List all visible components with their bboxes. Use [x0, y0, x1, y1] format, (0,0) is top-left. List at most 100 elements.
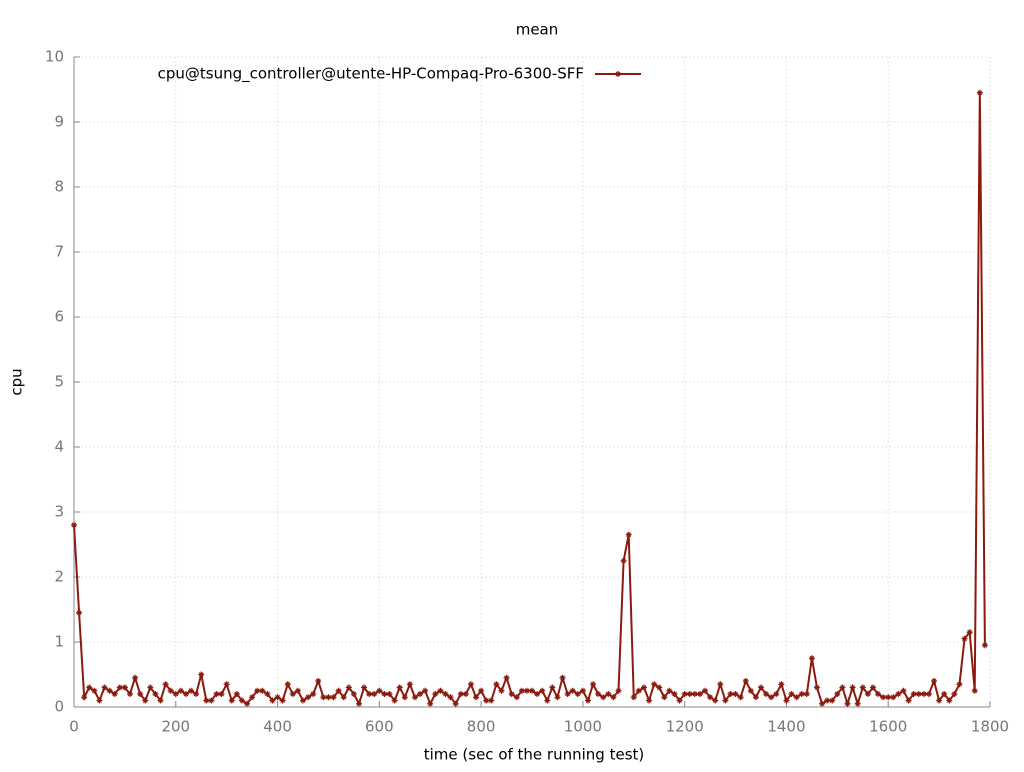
- data-point: [396, 684, 403, 691]
- y-tick-label: 0: [54, 698, 64, 716]
- x-tick-label: 400: [263, 718, 292, 736]
- x-axis-label: time (sec of the running test): [424, 746, 645, 764]
- data-point: [244, 700, 251, 707]
- legend-label: cpu@tsung_controller@utente-HP-Compaq-Pr…: [158, 65, 584, 84]
- data-point: [473, 694, 480, 701]
- data-point: [498, 687, 505, 694]
- y-tick-label: 9: [54, 113, 64, 131]
- data-point: [513, 694, 520, 701]
- data-point: [249, 694, 256, 701]
- data-point: [941, 691, 948, 697]
- data-point: [610, 694, 617, 701]
- data-point: [335, 687, 342, 694]
- data-point: [126, 691, 133, 697]
- data-point: [116, 684, 123, 691]
- data-point: [284, 681, 291, 688]
- data-point: [778, 681, 785, 688]
- data-point: [595, 691, 602, 697]
- data-point: [600, 694, 607, 701]
- data-point: [462, 691, 469, 697]
- data-point: [213, 691, 220, 697]
- data-point: [890, 694, 897, 701]
- data-point: [717, 681, 724, 688]
- data-point: [635, 687, 642, 694]
- data-point: [401, 694, 408, 701]
- data-point: [391, 697, 398, 704]
- data-point: [294, 687, 301, 694]
- data-point: [936, 697, 943, 704]
- data-point: [758, 684, 764, 691]
- data-point: [574, 691, 581, 697]
- x-tick-label: 1000: [564, 718, 602, 736]
- data-point: [208, 697, 215, 704]
- data-point: [880, 694, 887, 701]
- data-point: [325, 694, 332, 701]
- data-point: [529, 687, 535, 694]
- data-point: [569, 687, 576, 694]
- data-point: [539, 687, 546, 694]
- data-point: [676, 697, 683, 704]
- data-point: [417, 691, 424, 697]
- data-point: [590, 681, 597, 688]
- data-point: [427, 700, 434, 707]
- data-point: [834, 691, 841, 697]
- data-point: [376, 687, 383, 694]
- data-point: [422, 687, 429, 694]
- data-point: [798, 691, 805, 697]
- data-point: [651, 681, 658, 688]
- data-point: [956, 681, 963, 688]
- data-point: [849, 684, 856, 691]
- data-point: [452, 700, 459, 707]
- data-point: [864, 691, 871, 697]
- x-tick-label: 1600: [869, 718, 907, 736]
- data-point: [615, 687, 622, 694]
- data-point: [981, 642, 988, 649]
- data-point: [182, 691, 189, 697]
- data-point: [966, 629, 973, 636]
- data-point: [132, 674, 139, 681]
- data-point: [885, 694, 892, 701]
- data-point: [742, 678, 749, 684]
- data-point: [584, 697, 591, 704]
- data-point: [111, 691, 118, 697]
- x-tick-label: 1400: [767, 718, 805, 736]
- data-point: [783, 697, 790, 704]
- data-point: [910, 691, 917, 697]
- data-point: [671, 691, 678, 697]
- data-point: [411, 694, 418, 701]
- x-tick-label: 1200: [666, 718, 704, 736]
- data-point: [96, 697, 103, 704]
- data-point: [875, 691, 882, 697]
- data-point: [447, 694, 454, 701]
- data-point: [900, 687, 907, 694]
- data-point: [752, 694, 759, 701]
- data-point: [829, 697, 836, 704]
- data-point: [747, 687, 754, 694]
- data-point: [300, 697, 306, 704]
- data-point: [824, 697, 831, 704]
- data-point: [920, 691, 927, 697]
- data-point: [523, 687, 530, 694]
- data-point: [203, 697, 210, 704]
- data-point: [121, 684, 128, 691]
- data-point: [630, 694, 637, 701]
- x-tick-label: 600: [365, 718, 394, 736]
- data-point: [172, 691, 179, 697]
- data-point: [951, 691, 958, 697]
- data-point: [732, 691, 739, 697]
- data-point: [681, 691, 688, 697]
- data-point: [193, 691, 200, 697]
- data-point: [442, 691, 449, 697]
- data-point: [259, 687, 266, 694]
- data-point: [508, 691, 515, 697]
- data-point: [625, 531, 632, 538]
- data-point: [457, 691, 464, 697]
- y-tick-label: 5: [54, 373, 64, 391]
- data-point: [503, 674, 510, 681]
- data-point: [712, 697, 719, 704]
- data-point: [813, 684, 820, 691]
- data-point: [101, 684, 108, 691]
- data-point: [549, 684, 556, 691]
- data-point: [340, 694, 347, 701]
- x-tick-label: 1800: [971, 718, 1009, 736]
